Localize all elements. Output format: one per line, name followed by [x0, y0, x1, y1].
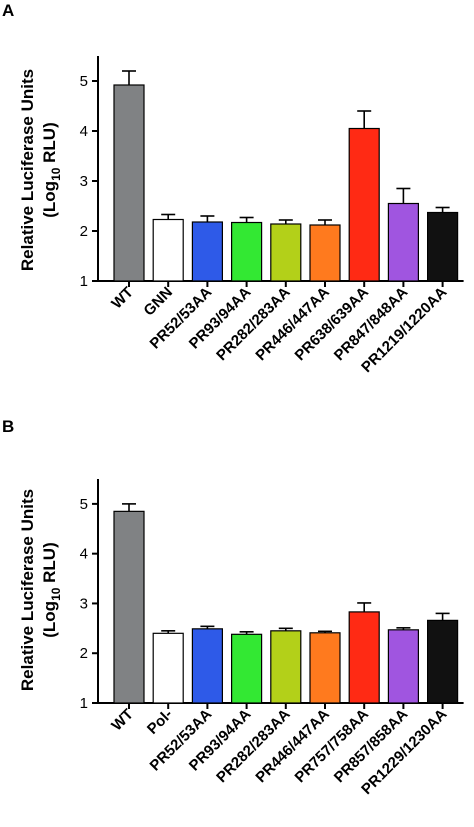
panel-a-y-tick-label: 3 [80, 173, 88, 190]
panel-a-bar-1 [152, 218, 184, 282]
panel-b-category-label-1: Pol- [144, 706, 176, 738]
panel-b-ylabel-log: (Log [40, 601, 59, 638]
panel-b: B Relative Luciferase Units (Log10 RLU) … [2, 417, 464, 798]
panel-b-ylabel-line2: (Log10 RLU) [40, 542, 63, 638]
panel-a-y-tick-label: 2 [80, 223, 88, 240]
panel-b-bar-2 [191, 628, 223, 704]
panel-a-bar-7 [387, 202, 419, 282]
panel-b-y-tick-label: 4 [80, 546, 88, 563]
panel-b-ylabel-rlu: RLU) [40, 542, 59, 587]
panel-b-bar-3 [231, 633, 263, 704]
panel-b-category-label-0: WT [108, 706, 137, 735]
panel-a-y-tick-label: 1 [80, 273, 88, 290]
panel-a-bar-5 [309, 224, 341, 282]
panel-a-ylabel-sub: 10 [49, 167, 63, 181]
panel-a-y-tick-label: 4 [80, 123, 88, 140]
panel-a-bar-8 [427, 211, 459, 282]
panel-a-ylabel-line1: Relative Luciferase Units [18, 69, 37, 271]
panel-b-bar-1 [152, 632, 184, 704]
panel-b-bar-0 [113, 510, 145, 704]
panel-b-y-tick-label: 2 [80, 645, 88, 662]
panel-a-bar-6 [348, 127, 380, 282]
panel-a-letter: A [2, 1, 14, 20]
panel-a-bar-3 [231, 221, 263, 282]
panel-b-bar-7 [387, 629, 419, 704]
panel-a-ylabel-line2: (Log10 RLU) [40, 122, 63, 218]
panel-b-bar-6 [348, 611, 380, 704]
panel-a-ylabel-log: (Log [40, 181, 59, 218]
panel-a-category-label-0: WT [108, 284, 137, 313]
panel-b-y-tick-label: 1 [80, 695, 88, 712]
panel-a-bar-2 [191, 221, 223, 282]
panel-b-y-tick-label: 5 [80, 496, 88, 513]
panel-b-ylabel-sub: 10 [49, 587, 63, 601]
panel-a-bar-4 [270, 223, 302, 282]
panel-b-bar-5 [309, 632, 341, 704]
panel-b-ylabel-line1: Relative Luciferase Units [18, 489, 37, 691]
panel-a-category-label-1: GNN [140, 284, 176, 320]
panel-b-bar-8 [427, 619, 459, 704]
panel-b-y-tick-label: 3 [80, 595, 88, 612]
panel-a-bar-0 [113, 84, 145, 282]
panel-b-bar-4 [270, 630, 302, 704]
panel-a: A Relative Luciferase Units (Log10 RLU) … [2, 1, 464, 376]
panel-b-letter: B [2, 417, 14, 436]
panel-a-ylabel-rlu: RLU) [40, 122, 59, 167]
panel-a-y-tick-label: 5 [80, 73, 88, 90]
